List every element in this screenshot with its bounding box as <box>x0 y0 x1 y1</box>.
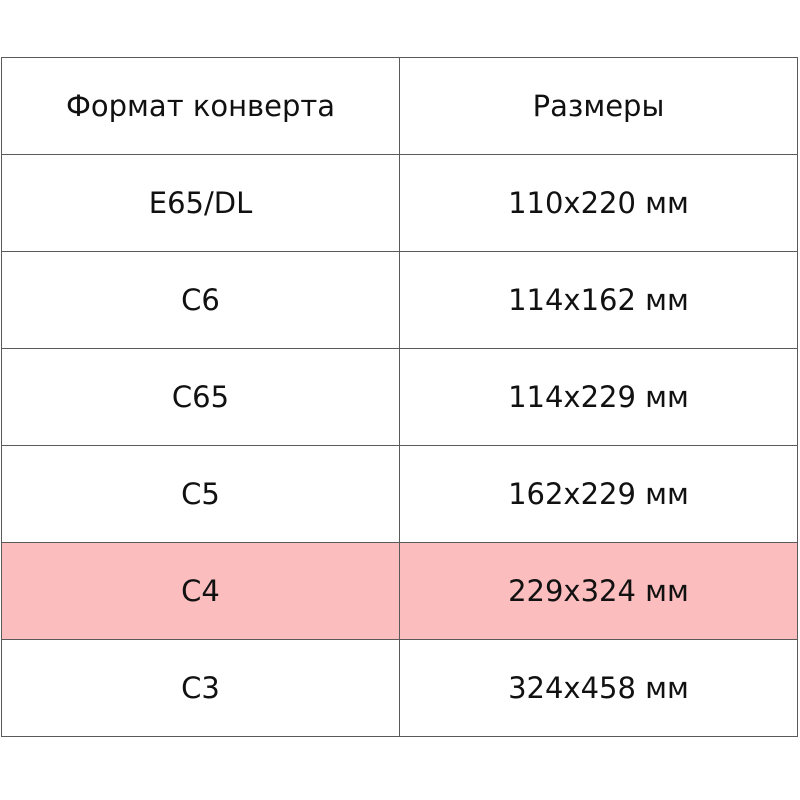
size-cell: 229x324 мм <box>399 542 798 640</box>
format-cell: C3 <box>1 639 400 737</box>
format-cell: C5 <box>1 445 400 543</box>
header-format: Формат конверта <box>1 57 400 155</box>
format-cell: C65 <box>1 348 400 446</box>
header-size: Размеры <box>399 57 798 155</box>
table-row: C6 114x162 мм <box>1 251 798 349</box>
table-row: C3 324x458 мм <box>1 639 798 737</box>
format-cell: C6 <box>1 251 400 349</box>
size-cell: 114x229 мм <box>399 348 798 446</box>
table-row: E65/DL 110x220 мм <box>1 154 798 252</box>
table-row: C5 162x229 мм <box>1 445 798 543</box>
format-cell: C4 <box>1 542 400 640</box>
size-cell: 162x229 мм <box>399 445 798 543</box>
envelope-format-table: Формат конверта Размеры E65/DL 110x220 м… <box>1 57 798 737</box>
format-cell: E65/DL <box>1 154 400 252</box>
table-row: C65 114x229 мм <box>1 348 798 446</box>
header-row: Формат конверта Размеры <box>1 57 798 155</box>
size-cell: 110x220 мм <box>399 154 798 252</box>
table-row-highlighted: C4 229x324 мм <box>1 542 798 640</box>
size-cell: 114x162 мм <box>399 251 798 349</box>
size-cell: 324x458 мм <box>399 639 798 737</box>
